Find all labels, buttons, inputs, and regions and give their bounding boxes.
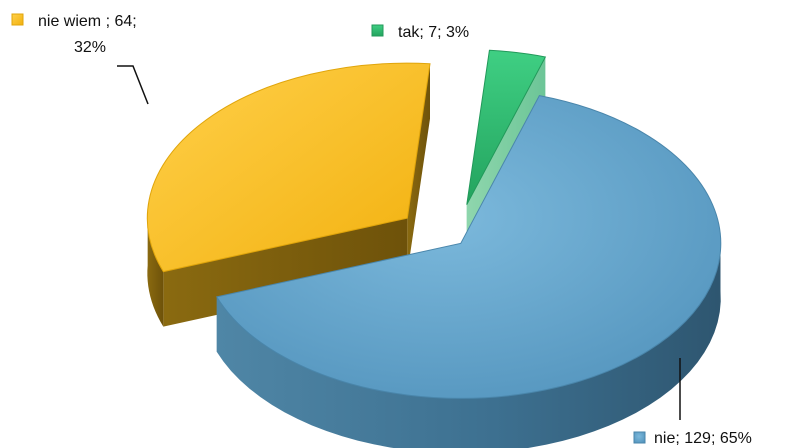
pie-slice-nie: [215, 95, 722, 448]
leader-line-nie-wiem: [117, 65, 149, 105]
legend-marker-tak: [371, 24, 384, 37]
data-label-tak: tak; 7; 3%: [398, 24, 469, 41]
legend-marker-nie: [633, 431, 646, 444]
data-label-nie-wiem: nie wiem ; 64;: [38, 13, 137, 30]
data-label-nie: nie; 129; 65%: [654, 430, 752, 447]
legend-marker-nie-wiem: [11, 13, 24, 26]
data-label-nie-wiem-line2: 32%: [74, 39, 106, 56]
